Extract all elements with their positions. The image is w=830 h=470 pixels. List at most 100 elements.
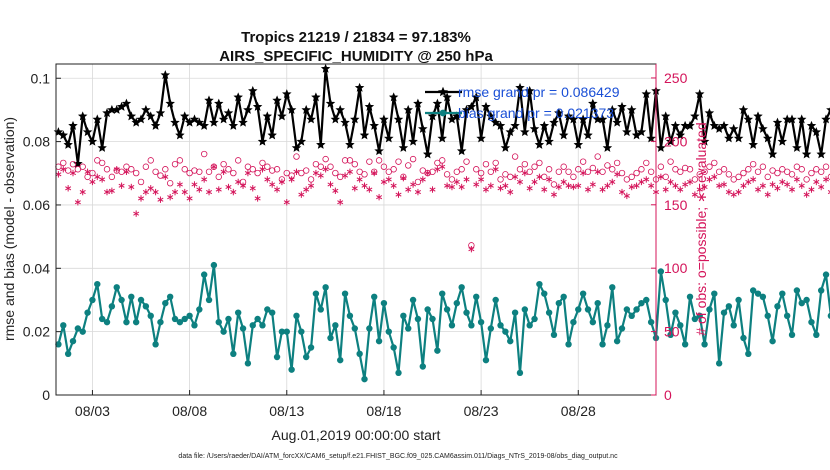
obs-evaluated-point [604,182,611,189]
obs-evaluated-point [798,182,805,189]
rmse-point [704,108,715,118]
bias-point [215,318,222,326]
rmse-point [301,104,311,114]
obs-evaluated-point [337,199,344,206]
obs-possible-point [487,168,495,175]
obs-possible-point [827,173,830,180]
rmse-point [267,130,277,140]
obs-evaluated-point [677,186,684,193]
rmse-point [626,104,637,114]
rmse-point [325,98,336,108]
rmse-point [733,133,744,143]
obs-evaluated-point [176,181,183,188]
bias-point [448,322,456,329]
obs-evaluated-point [113,166,120,173]
obs-possible-point [473,166,480,173]
obs-possible-point [570,173,577,181]
bias-point [414,315,422,323]
obs-possible-point [701,168,708,175]
obs-possible-point [609,166,616,173]
obs-evaluated-point [487,182,494,189]
obs-evaluated-point [137,195,145,202]
bias-point [419,363,427,370]
bias-point [783,312,791,320]
obs-possible-point [458,166,465,173]
legend-label: bias grand pr = 0.021373 [458,105,614,121]
chart-subtitle: AIRS_SPECIFIC_HUMIDITY @ 250 hPa [219,48,493,65]
obs-possible-point [677,168,684,175]
obs-evaluated-point [516,178,523,186]
obs-possible-point [672,166,679,173]
rmse-point [82,127,93,137]
obs-evaluated-point [633,182,640,189]
obs-evaluated-point [429,186,436,193]
bias-point [303,353,310,361]
rmse-point [777,136,788,146]
obs-evaluated-point [298,191,305,198]
obs-evaluated-point [657,173,664,181]
obs-evaluated-point [264,176,271,183]
obs-evaluated-point [468,245,475,253]
bias-point [356,350,363,358]
obs-possible-point [740,169,747,177]
obs-possible-point [599,168,606,175]
obs-evaluated-point [123,168,130,175]
obs-possible-point [312,160,320,168]
bias-point [371,293,378,301]
y-tick-label-left: 0.04 [23,260,50,276]
obs-evaluated-point [308,182,315,189]
rmse-point [238,117,248,127]
bias-point [764,312,771,320]
rmse-point [641,89,652,99]
obs-evaluated-point [191,181,198,188]
rmse-point [767,149,778,159]
rmse-point [500,142,511,152]
rmse-point [583,130,593,140]
obs-evaluated-point [521,169,528,177]
obs-possible-point [366,158,373,165]
rmse-point [738,104,749,114]
obs-possible-point [346,157,354,164]
obs-possible-point [511,153,519,160]
rmse-point [753,111,763,121]
bias-point [575,306,582,313]
obs-possible-point [545,166,553,173]
obs-evaluated-point [395,191,402,198]
bias-point [351,325,358,332]
obs-evaluated-point [235,178,242,186]
series-2 [55,150,830,249]
bias-point [754,290,762,297]
obs-evaluated-point [414,188,421,196]
rmse-point [335,104,345,114]
obs-evaluated-point [594,168,601,175]
obs-evaluated-point [201,176,208,183]
bias-point [502,328,509,335]
obs-evaluated-point [546,176,553,183]
rmse-point [180,111,190,121]
obs-possible-point [536,159,543,167]
obs-evaluated-point [419,176,426,183]
bias-point [453,299,461,307]
rmse-point [350,114,360,124]
rmse-point [306,114,316,124]
bias-point [798,299,805,307]
obs-evaluated-point [769,181,776,188]
obs-possible-point [268,167,276,174]
obs-evaluated-point [74,199,81,206]
bias-point [346,312,354,320]
obs-possible-point [725,171,733,178]
rmse-point [646,133,656,143]
rmse-point [248,85,258,95]
obs-possible-point [531,163,538,170]
rmse-point [811,127,822,137]
obs-evaluated-point [278,178,285,186]
obs-evaluated-point [512,173,519,181]
obs-evaluated-point [390,182,397,189]
obs-possible-point [667,158,674,165]
bias-point [254,315,261,323]
rmse-point [345,139,355,149]
obs-evaluated-point [65,185,72,192]
obs-evaluated-point [628,183,635,191]
bias-point [657,268,665,275]
obs-evaluated-point [609,178,616,186]
